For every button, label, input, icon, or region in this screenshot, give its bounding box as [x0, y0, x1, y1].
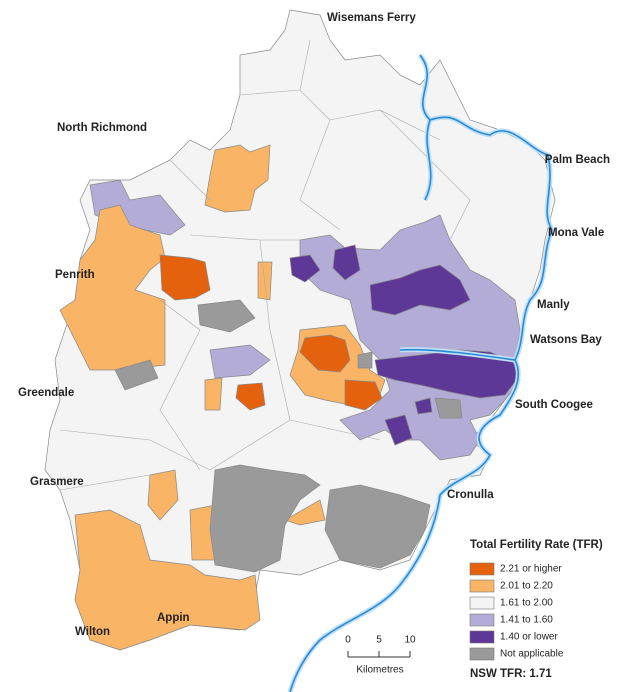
region [299, 334, 351, 373]
region [204, 377, 223, 411]
legend-label: 1.40 or lower [500, 632, 558, 643]
region [344, 379, 383, 411]
legend-swatch [469, 630, 495, 644]
region [289, 254, 321, 283]
place-label: Cronulla [447, 489, 494, 501]
region [369, 264, 471, 316]
region [159, 254, 211, 301]
place-label: Wilton [75, 626, 110, 638]
legend-label: 1.41 to 1.60 [500, 615, 553, 626]
scale-tick-label: 0 [345, 635, 351, 646]
scale-tick-label: 10 [404, 635, 416, 646]
place-label: Wisemans Ferry [327, 12, 416, 24]
place-label: Mona Vale [548, 227, 604, 239]
place-label: South Coogee [515, 399, 593, 411]
waterway [289, 54, 553, 692]
region [197, 299, 256, 333]
note: NSW TFR: 1.71 [470, 668, 552, 680]
scale-unit: Kilometres [356, 665, 403, 676]
legend-swatch [469, 562, 495, 576]
place-label: Penrith [55, 269, 95, 281]
region [324, 484, 431, 569]
region [74, 509, 261, 651]
region [374, 349, 519, 399]
scale-tick-label: 5 [376, 635, 382, 646]
region [209, 344, 271, 379]
place-label: Manly [537, 299, 570, 311]
legend-swatch [469, 579, 495, 593]
region [209, 464, 321, 573]
region [59, 204, 166, 371]
legend-swatch [469, 647, 495, 661]
region [434, 397, 463, 419]
legend-label: 2.01 to 2.20 [500, 581, 553, 592]
region [257, 261, 273, 301]
legend-title: Total Fertility Rate (TFR) [470, 539, 603, 551]
legend-label: 2.21 or higher [500, 564, 562, 575]
region [332, 244, 361, 281]
region [235, 382, 266, 411]
region [284, 499, 326, 526]
place-label: Greendale [18, 387, 74, 399]
region [414, 397, 433, 415]
place-label: Palm Beach [545, 154, 610, 166]
place-label: Appin [157, 612, 190, 624]
region [147, 469, 179, 521]
region [384, 414, 413, 446]
legend-label: Not applicable [500, 649, 564, 660]
legend-swatch [469, 596, 495, 610]
legend-swatch [469, 613, 495, 627]
region [357, 351, 373, 369]
place-label: Watsons Bay [530, 334, 602, 346]
legend-label: 1.61 to 2.00 [500, 598, 553, 609]
place-label: Grasmere [30, 476, 84, 488]
scale-bar: Kilometres 0 5 10 [345, 635, 416, 676]
place-label: North Richmond [57, 122, 147, 134]
region [204, 144, 271, 213]
legend: 2.21 or higher 2.01 to 2.20 1.61 to 2.00 1.… [469, 562, 564, 661]
region [114, 359, 159, 391]
